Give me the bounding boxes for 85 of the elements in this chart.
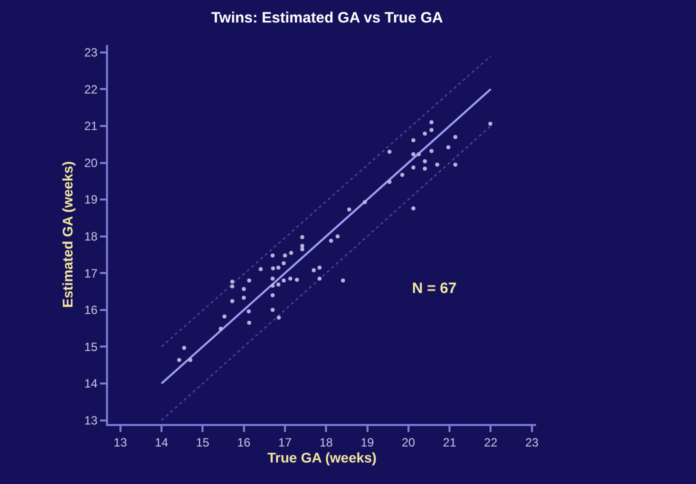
x-tick-label: 20 <box>402 435 416 450</box>
point <box>318 276 322 281</box>
point <box>429 128 434 132</box>
point <box>247 320 252 325</box>
point <box>288 276 292 281</box>
point <box>446 145 450 150</box>
point <box>289 250 294 255</box>
point <box>347 207 352 212</box>
point <box>411 166 416 170</box>
point <box>218 326 223 331</box>
point <box>270 253 275 258</box>
point <box>329 238 334 243</box>
point <box>416 152 421 156</box>
point <box>300 244 304 248</box>
point <box>230 280 234 284</box>
y-tick-label: 14 <box>84 376 98 391</box>
point <box>411 206 416 210</box>
point <box>318 266 322 270</box>
point <box>188 358 192 362</box>
point <box>362 200 367 204</box>
x-tick-label: 21 <box>442 435 457 450</box>
point <box>242 296 246 300</box>
point <box>230 284 234 288</box>
point <box>270 308 275 312</box>
point <box>270 284 275 288</box>
point <box>429 120 434 124</box>
point <box>222 314 226 319</box>
x-tick-label: 18 <box>319 435 334 450</box>
point <box>422 159 427 164</box>
point <box>294 278 299 282</box>
chart-title: Twins: Estimated GA vs True GA <box>211 10 444 27</box>
point <box>411 152 416 156</box>
point <box>276 266 280 270</box>
x-axis-title: True GA (weeks) <box>267 449 377 466</box>
y-tick-label: 18 <box>84 230 98 244</box>
x-tick-label: 13 <box>114 435 128 450</box>
point <box>387 150 392 154</box>
point <box>422 132 427 136</box>
y-tick-label: 15 <box>84 340 98 354</box>
point <box>271 266 276 270</box>
point <box>429 148 434 153</box>
point <box>282 261 286 266</box>
y-tick-label: 16 <box>84 303 98 318</box>
point <box>453 162 458 167</box>
point <box>276 282 280 287</box>
point <box>230 299 234 304</box>
point <box>422 166 427 171</box>
point <box>400 172 404 177</box>
point <box>182 346 186 350</box>
point <box>312 268 316 272</box>
point <box>270 293 275 298</box>
point <box>411 138 416 142</box>
annotation: N = 67 <box>412 280 457 297</box>
x-tick-label: 14 <box>154 435 168 450</box>
y-tick-label: 22 <box>84 82 98 96</box>
point <box>453 134 458 139</box>
point <box>336 234 340 238</box>
x-tick-label: 22 <box>484 435 498 450</box>
y-tick-label: 23 <box>84 46 98 60</box>
point <box>258 267 263 272</box>
x-tick-label: 19 <box>360 435 374 450</box>
point <box>300 247 304 252</box>
point <box>435 162 440 167</box>
point <box>246 309 251 314</box>
y-tick-label: 21 <box>84 119 98 134</box>
point <box>242 286 246 291</box>
y-tick-label: 17 <box>84 266 98 280</box>
y-tick-label: 19 <box>84 192 98 207</box>
y-tick-label: 20 <box>84 156 98 170</box>
point <box>247 278 252 282</box>
y-axis-title: Estimated GA (weeks) <box>59 161 76 308</box>
x-tick-label: 23 <box>525 435 539 450</box>
point <box>270 276 275 281</box>
point <box>488 122 492 126</box>
point <box>177 358 182 362</box>
point <box>300 235 304 240</box>
x-tick-label: 17 <box>278 435 292 450</box>
point <box>282 278 286 282</box>
point <box>340 278 345 282</box>
x-tick-label: 15 <box>196 435 210 450</box>
point <box>276 316 281 320</box>
y-tick-label: 13 <box>84 414 98 428</box>
x-tick-label: 16 <box>237 435 251 450</box>
point <box>387 180 392 184</box>
point <box>282 253 287 258</box>
